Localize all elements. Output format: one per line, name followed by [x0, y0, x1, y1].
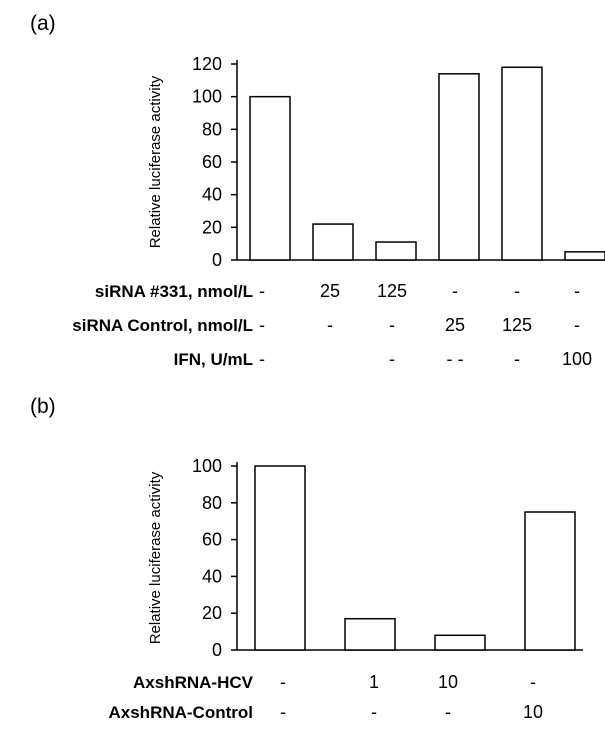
- p1-condition-value: -: [574, 315, 580, 335]
- p1-bar: [375, 241, 417, 261]
- p1-condition-value: 125: [502, 315, 532, 335]
- p1-condition-value: 25: [445, 315, 465, 335]
- p2-condition-label: AxshRNA-HCV: [133, 673, 254, 692]
- p2-condition-value: -: [280, 672, 286, 692]
- p1-y-tick-label: 60: [202, 152, 222, 172]
- p2-condition-value: 10: [438, 672, 458, 692]
- p1-y-tick-label: 100: [192, 87, 222, 107]
- p1-condition-label: siRNA Control, nmol/L: [72, 316, 253, 335]
- p1-y-tick-label: 40: [202, 185, 222, 205]
- p1-y-tick-label: 0: [212, 250, 222, 270]
- p2-bar: [434, 634, 486, 651]
- p1-condition-value: 25: [320, 281, 340, 301]
- p1-y-tick-label: 120: [192, 54, 222, 74]
- p2-y-tick-label: 100: [192, 456, 222, 476]
- p2-condition-value: -: [280, 702, 286, 722]
- p1-y-tick-label: 20: [202, 217, 222, 237]
- p1-condition-value: -: [327, 315, 333, 335]
- p1-bar: [249, 95, 291, 261]
- p2-condition-label: AxshRNA-Control: [109, 703, 254, 722]
- p1-condition-value: - -: [447, 349, 464, 369]
- p1-condition-value: 100: [562, 349, 592, 369]
- p1-condition-label: IFN, U/mL: [174, 350, 253, 369]
- p2-bar: [524, 511, 576, 651]
- p2-condition-value: 1: [369, 672, 379, 692]
- panel-a-label: (a): [30, 12, 56, 35]
- p1-bar: [312, 223, 354, 261]
- p1-y-tick-label: 80: [202, 119, 222, 139]
- panel-b-label: (b): [30, 395, 56, 418]
- p2-condition-value: -: [445, 702, 451, 722]
- p2-condition-value: 10: [523, 702, 543, 722]
- p2-bar: [344, 617, 396, 651]
- p2-y-axis-title: Relative luciferase activity: [147, 471, 164, 644]
- p2-condition-value: -: [371, 702, 377, 722]
- p2-bar: [254, 465, 306, 651]
- p1-condition-value: -: [452, 281, 458, 301]
- p1-condition-label: siRNA #331, nmol/L: [95, 282, 253, 301]
- p2-y-tick-label: 40: [202, 566, 222, 586]
- p1-condition-value: 125: [377, 281, 407, 301]
- p1-bar: [438, 73, 480, 261]
- p1-condition-value: -: [514, 349, 520, 369]
- p2-y-tick-label: 60: [202, 530, 222, 550]
- p1-bar: [501, 66, 543, 261]
- p1-condition-value: -: [389, 315, 395, 335]
- p1-condition-value: -: [259, 281, 265, 301]
- p1-condition-value: -: [259, 349, 265, 369]
- p1-y-axis-title: Relative luciferase activity: [147, 75, 164, 248]
- p1-bar: [564, 251, 605, 261]
- p2-y-tick-label: 0: [212, 640, 222, 660]
- p2-y-tick-label: 80: [202, 493, 222, 513]
- p2-condition-value: -: [530, 672, 536, 692]
- p1-condition-value: -: [574, 281, 580, 301]
- p2-y-tick-label: 20: [202, 603, 222, 623]
- p1-condition-value: -: [259, 315, 265, 335]
- p1-condition-value: -: [389, 349, 395, 369]
- p1-condition-value: -: [514, 281, 520, 301]
